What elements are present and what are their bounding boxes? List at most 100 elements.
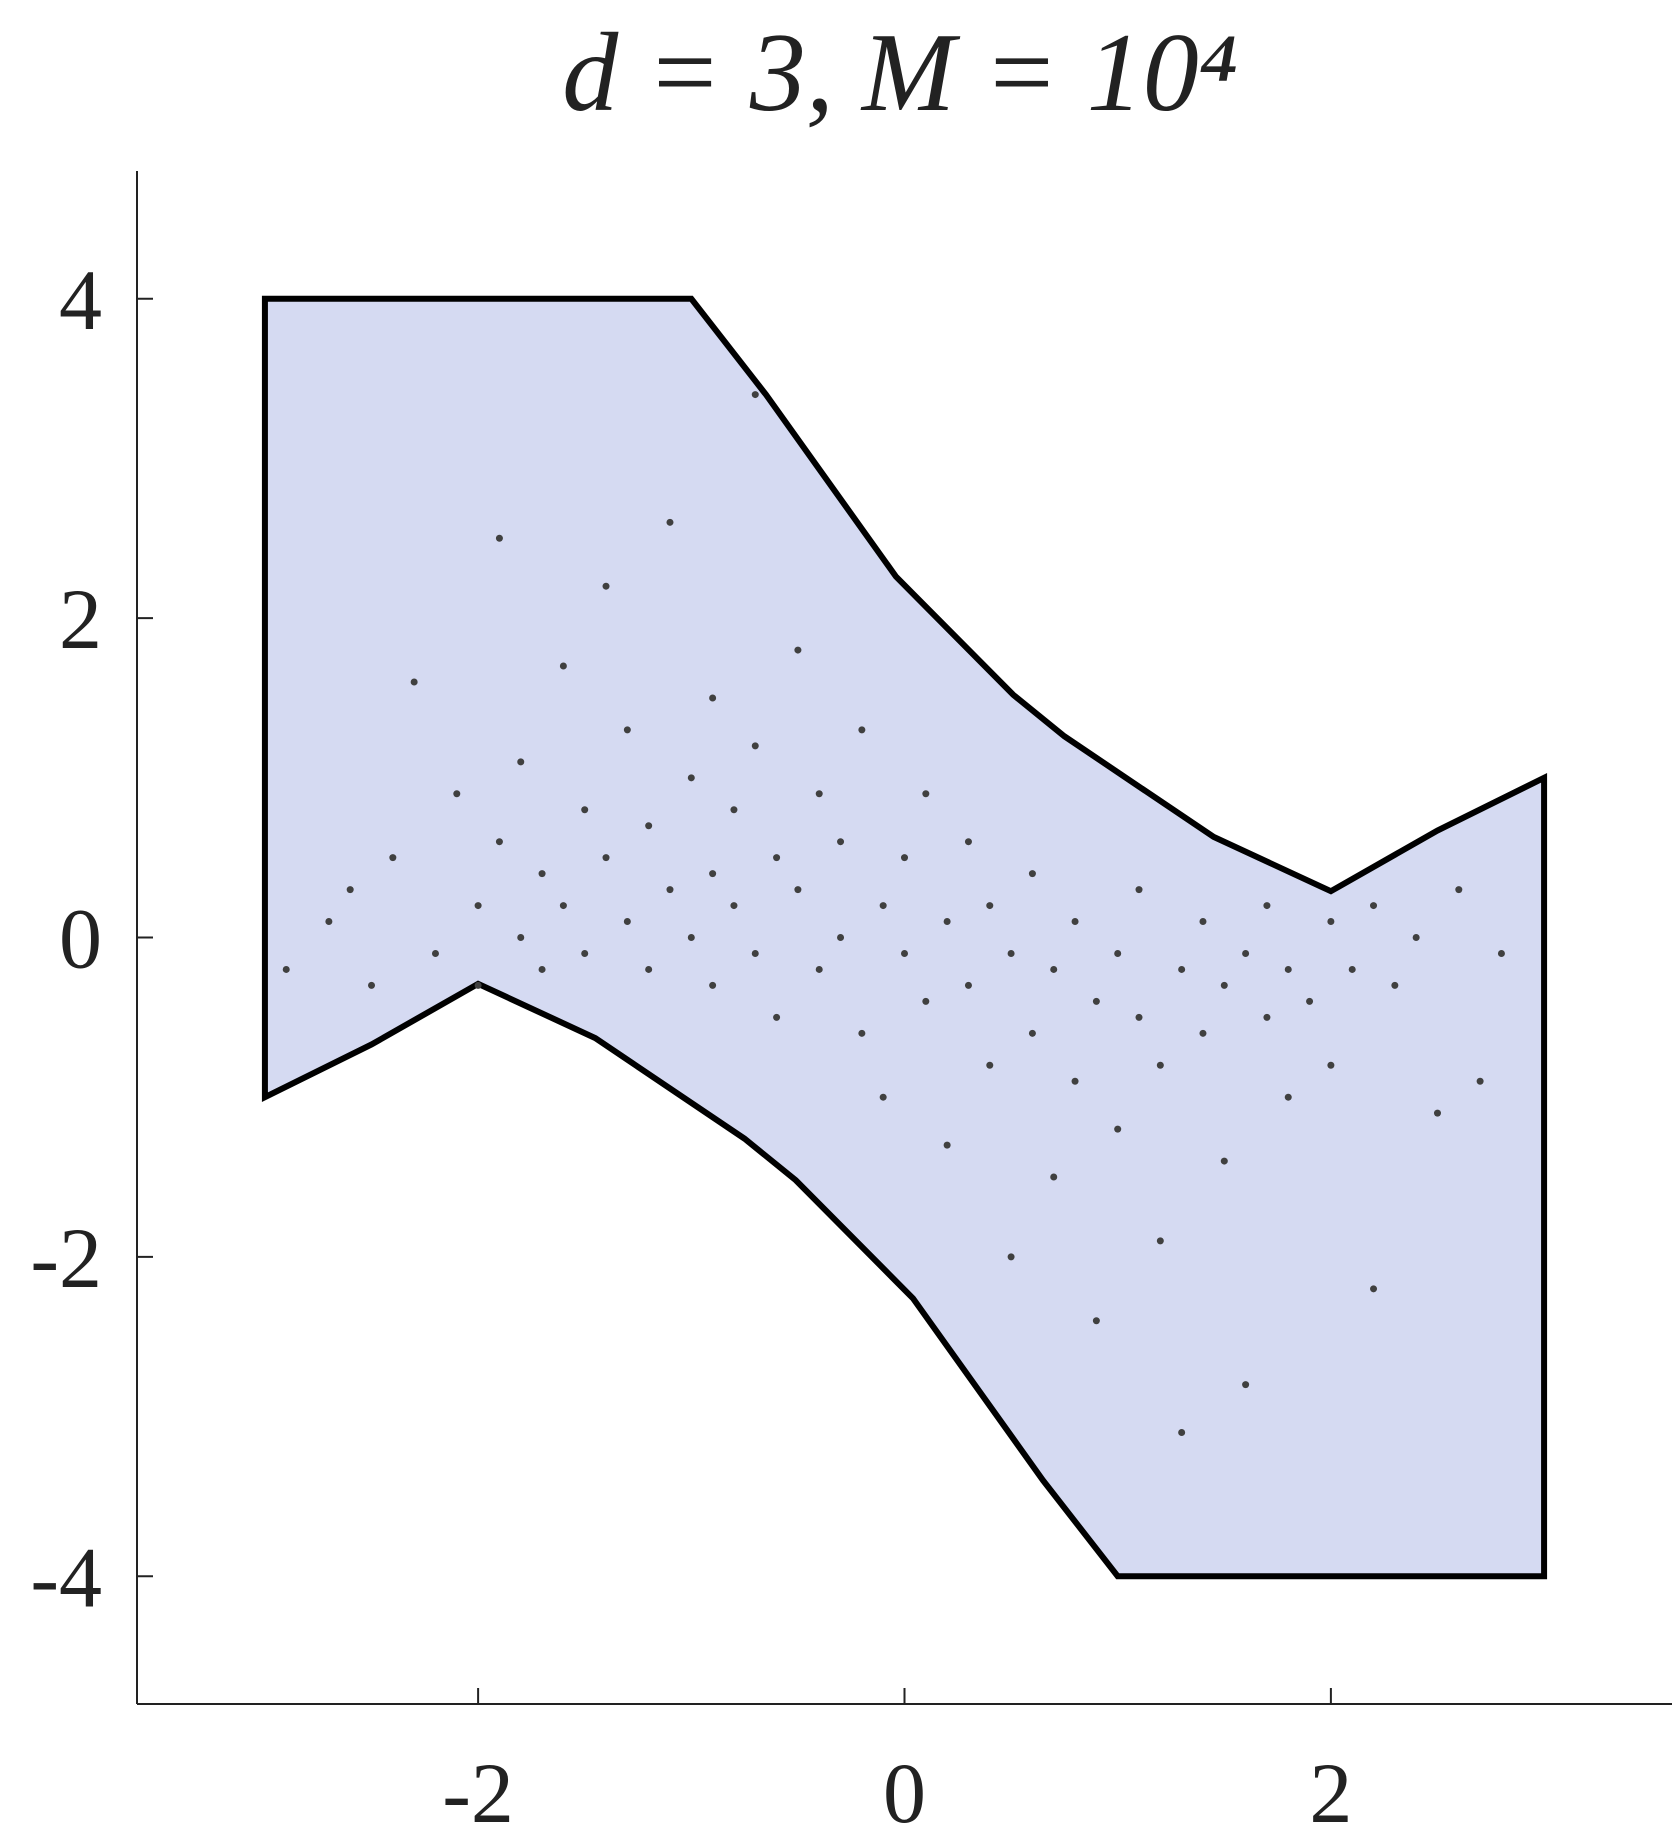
point (901, 854, 908, 862)
point (282, 965, 290, 973)
point (901, 949, 908, 957)
point (538, 870, 546, 878)
point (666, 518, 674, 526)
point (1178, 1429, 1186, 1437)
point (943, 1141, 951, 1149)
point (1220, 1157, 1228, 1165)
point (879, 902, 887, 910)
point (645, 965, 653, 973)
point (1135, 1013, 1143, 1021)
point (559, 662, 567, 670)
point (602, 582, 610, 590)
point (794, 886, 802, 894)
point (1284, 965, 1292, 973)
point (1391, 981, 1399, 989)
chart-title: d = 3, M = 10⁴ (562, 11, 1237, 135)
point (517, 758, 525, 766)
point (495, 838, 503, 846)
point (1242, 949, 1250, 957)
point (815, 965, 823, 973)
point (922, 790, 930, 798)
point (474, 902, 482, 910)
point (325, 918, 333, 926)
point (1092, 1317, 1100, 1325)
point (986, 1061, 994, 1069)
point (1199, 918, 1207, 926)
point (1412, 934, 1420, 941)
point (773, 1013, 781, 1021)
point (1156, 1237, 1164, 1245)
point (687, 934, 695, 941)
point (943, 918, 951, 926)
point (1433, 1109, 1441, 1117)
point (645, 822, 653, 830)
point (1348, 965, 1356, 973)
point (1028, 870, 1036, 878)
x-tick-label: -2 (442, 1745, 514, 1841)
point (964, 981, 972, 989)
point (1370, 1285, 1378, 1293)
point (1455, 886, 1463, 894)
point (623, 726, 631, 734)
point (730, 902, 738, 910)
point (453, 790, 461, 798)
point (1135, 886, 1143, 894)
point (1370, 902, 1378, 910)
point (1007, 949, 1015, 957)
point (1114, 1125, 1122, 1133)
x-tick-label: 2 (1309, 1745, 1352, 1841)
point (1007, 1253, 1015, 1261)
point (495, 534, 503, 542)
point (1156, 1061, 1164, 1069)
point (666, 886, 674, 894)
y-tick-label: -2 (30, 1210, 102, 1306)
point (858, 726, 866, 734)
point (581, 949, 589, 957)
point (474, 981, 482, 989)
point (879, 1093, 887, 1101)
point (1284, 1093, 1292, 1101)
point (1050, 1173, 1058, 1181)
point (346, 886, 354, 894)
point (751, 742, 759, 750)
point (1071, 1077, 1079, 1085)
point (602, 854, 610, 862)
point (709, 870, 717, 878)
point (1071, 918, 1079, 926)
y-tick-label: 4 (59, 252, 102, 348)
point (1220, 981, 1228, 989)
point (709, 981, 717, 989)
point (1242, 1381, 1250, 1389)
point (1327, 918, 1335, 926)
point (1263, 902, 1271, 910)
point (1497, 949, 1505, 957)
point (1028, 1029, 1036, 1037)
point (922, 997, 930, 1005)
point (1327, 1061, 1335, 1069)
point (1263, 1013, 1271, 1021)
point (986, 902, 994, 910)
point (538, 965, 546, 973)
point (773, 854, 781, 862)
point (964, 838, 972, 846)
point (559, 902, 567, 910)
x-tick-label: 0 (883, 1745, 926, 1841)
point (709, 694, 717, 702)
point (1199, 1029, 1207, 1037)
point (815, 790, 823, 798)
point (730, 806, 738, 814)
point (389, 854, 397, 862)
point (581, 806, 589, 814)
point (368, 981, 376, 989)
y-tick-label: 2 (59, 571, 102, 667)
point (517, 934, 525, 941)
point (751, 949, 759, 957)
point (1092, 997, 1100, 1005)
y-tick-label: -4 (30, 1529, 102, 1625)
point (837, 838, 845, 846)
point (431, 949, 439, 957)
point (623, 918, 631, 926)
point (410, 678, 418, 686)
point (1476, 1077, 1484, 1085)
